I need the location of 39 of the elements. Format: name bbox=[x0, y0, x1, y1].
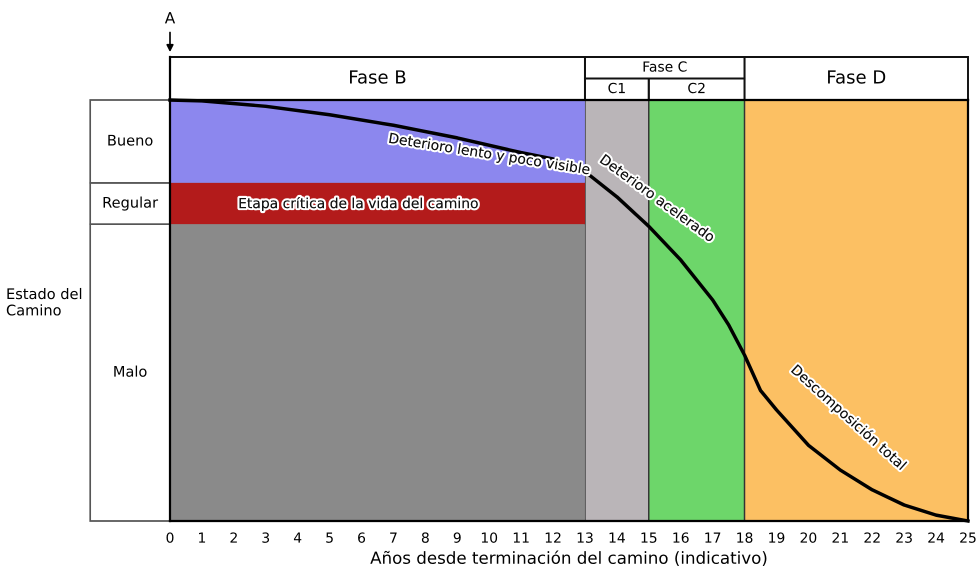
x-tick-label: 23 bbox=[896, 532, 912, 543]
x-tick-label: 12 bbox=[546, 532, 560, 543]
x-tick-label: 9 bbox=[454, 532, 461, 543]
x-tick-label: 25 bbox=[960, 532, 976, 543]
x-axis-title: Años desde terminación del camino (indicativo) bbox=[370, 550, 766, 566]
x-tick-label: 13 bbox=[578, 532, 593, 543]
x-tick-label: 14 bbox=[610, 532, 625, 543]
text: Estado del Camino bbox=[6, 288, 82, 316]
band-label: C1 bbox=[608, 82, 625, 94]
x-tick-label: 19 bbox=[769, 532, 784, 543]
annotation: Deterioro lento y poco visible bbox=[388, 132, 590, 178]
band-label: Fase B bbox=[350, 70, 406, 84]
x-tick-label: 2 bbox=[230, 532, 237, 543]
x-tick-label: 4 bbox=[294, 532, 302, 543]
x-tick-label: 18 bbox=[737, 532, 752, 543]
x-tick-label: 22 bbox=[864, 532, 880, 543]
x-tick-label: 10 bbox=[482, 532, 498, 543]
annotation: Etapa crítica de la vida del camino bbox=[239, 196, 478, 211]
text: Fase C bbox=[644, 61, 687, 72]
x-tick-label: 17 bbox=[705, 532, 720, 543]
band-label: Fase D bbox=[828, 70, 886, 84]
x-tick-label: 8 bbox=[422, 532, 429, 543]
text: A bbox=[164, 12, 176, 24]
x-tick-label: 21 bbox=[832, 532, 848, 543]
x-tick-label: 5 bbox=[326, 532, 333, 543]
band-label: Malo bbox=[114, 366, 147, 377]
x-tick-label: 15 bbox=[641, 532, 656, 543]
x-tick-label: 24 bbox=[928, 532, 944, 543]
x-tick-label: 20 bbox=[800, 532, 816, 543]
x-tick-label: 6 bbox=[358, 532, 366, 543]
x-tick-label: 7 bbox=[390, 532, 397, 543]
x-tick-label: 1 bbox=[199, 532, 206, 543]
band-label: Bueno bbox=[108, 134, 152, 146]
x-tick-label: 0 bbox=[166, 532, 174, 543]
x-tick-label: 3 bbox=[262, 532, 270, 543]
x-tick-label: 11 bbox=[514, 532, 529, 543]
x-tick-label: 16 bbox=[673, 532, 689, 543]
band-label: C2 bbox=[688, 82, 705, 94]
band-label: Regular bbox=[104, 196, 158, 211]
